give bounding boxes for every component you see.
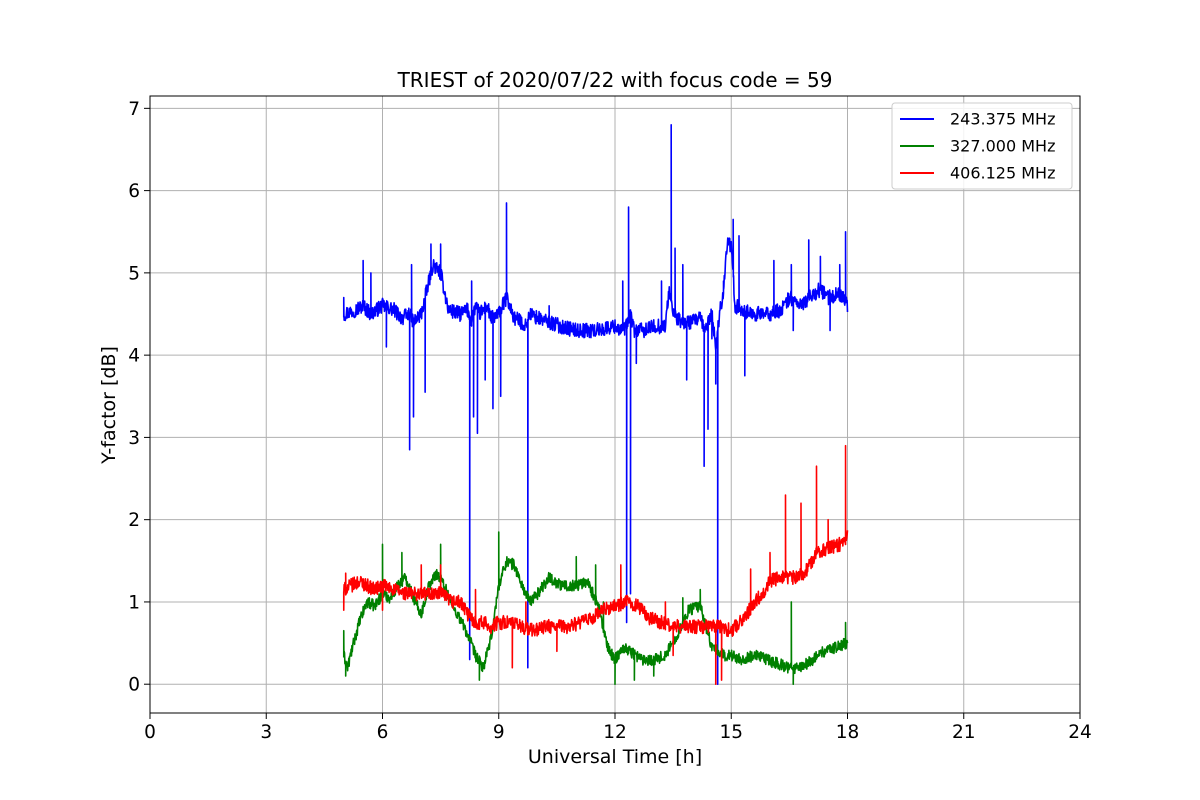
y-tick-label: 3 [128, 428, 140, 449]
x-tick-label: 24 [1068, 722, 1092, 743]
series-line-243-375 [342, 123, 849, 686]
x-tick-label: 3 [260, 722, 272, 743]
legend-box [891, 102, 1073, 190]
x-tick-label: 6 [377, 722, 389, 743]
legend-label: 406.125 MHz [950, 164, 1055, 183]
y-tick-label: 5 [128, 263, 140, 284]
x-axis-title: Universal Time [h] [528, 746, 702, 768]
grid-lines [149, 96, 1081, 713]
y-tick-label: 7 [128, 99, 140, 120]
chart-title: TRIEST of 2020/07/22 with focus code = 5… [397, 68, 833, 92]
y-axis-title: Y-factor [dB] [98, 346, 120, 465]
legend: 243.375 MHz 327.000 MHz 406.125 MHz [891, 102, 1073, 190]
y-tick-label: 4 [128, 346, 140, 367]
x-tick-label: 15 [719, 722, 743, 743]
x-tick-label: 18 [836, 722, 860, 743]
y-tick-label: 6 [128, 181, 140, 202]
y-tick-label: 0 [128, 675, 140, 696]
data-series [342, 123, 849, 686]
series-line-406-125 [342, 444, 849, 686]
y-tick-label: 1 [128, 592, 140, 613]
y-tick-label: 2 [128, 510, 140, 531]
legend-label: 327.000 MHz [950, 137, 1055, 156]
x-tick-label: 9 [493, 722, 505, 743]
x-tick-label: 0 [144, 722, 156, 743]
x-tick-label: 12 [603, 722, 627, 743]
legend-label: 243.375 MHz [950, 110, 1055, 129]
x-tick-label: 21 [952, 722, 976, 743]
series-line-327-000 [342, 531, 849, 686]
